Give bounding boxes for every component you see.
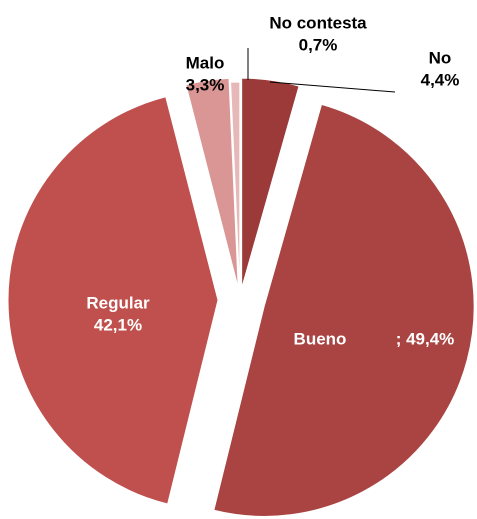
value-label: 0,7% bbox=[299, 35, 338, 54]
value-label: 4,4% bbox=[421, 70, 460, 89]
value-label: ; 49,4% bbox=[396, 329, 455, 348]
value-label: 3,3% bbox=[186, 75, 225, 94]
value-label: 42,1% bbox=[94, 315, 142, 334]
slice-label: No contesta bbox=[269, 13, 367, 32]
pie-slice bbox=[213, 103, 475, 517]
slice-label: Bueno bbox=[294, 329, 347, 348]
pie-slice bbox=[230, 81, 241, 293]
slice-label: Regular bbox=[86, 293, 150, 312]
pie-slice bbox=[241, 77, 300, 289]
pie-slice bbox=[7, 96, 219, 505]
leader-line bbox=[269, 81, 396, 93]
slice-label: No bbox=[429, 48, 452, 67]
pie-slice bbox=[185, 77, 239, 289]
slice-label: Malo bbox=[186, 53, 225, 72]
